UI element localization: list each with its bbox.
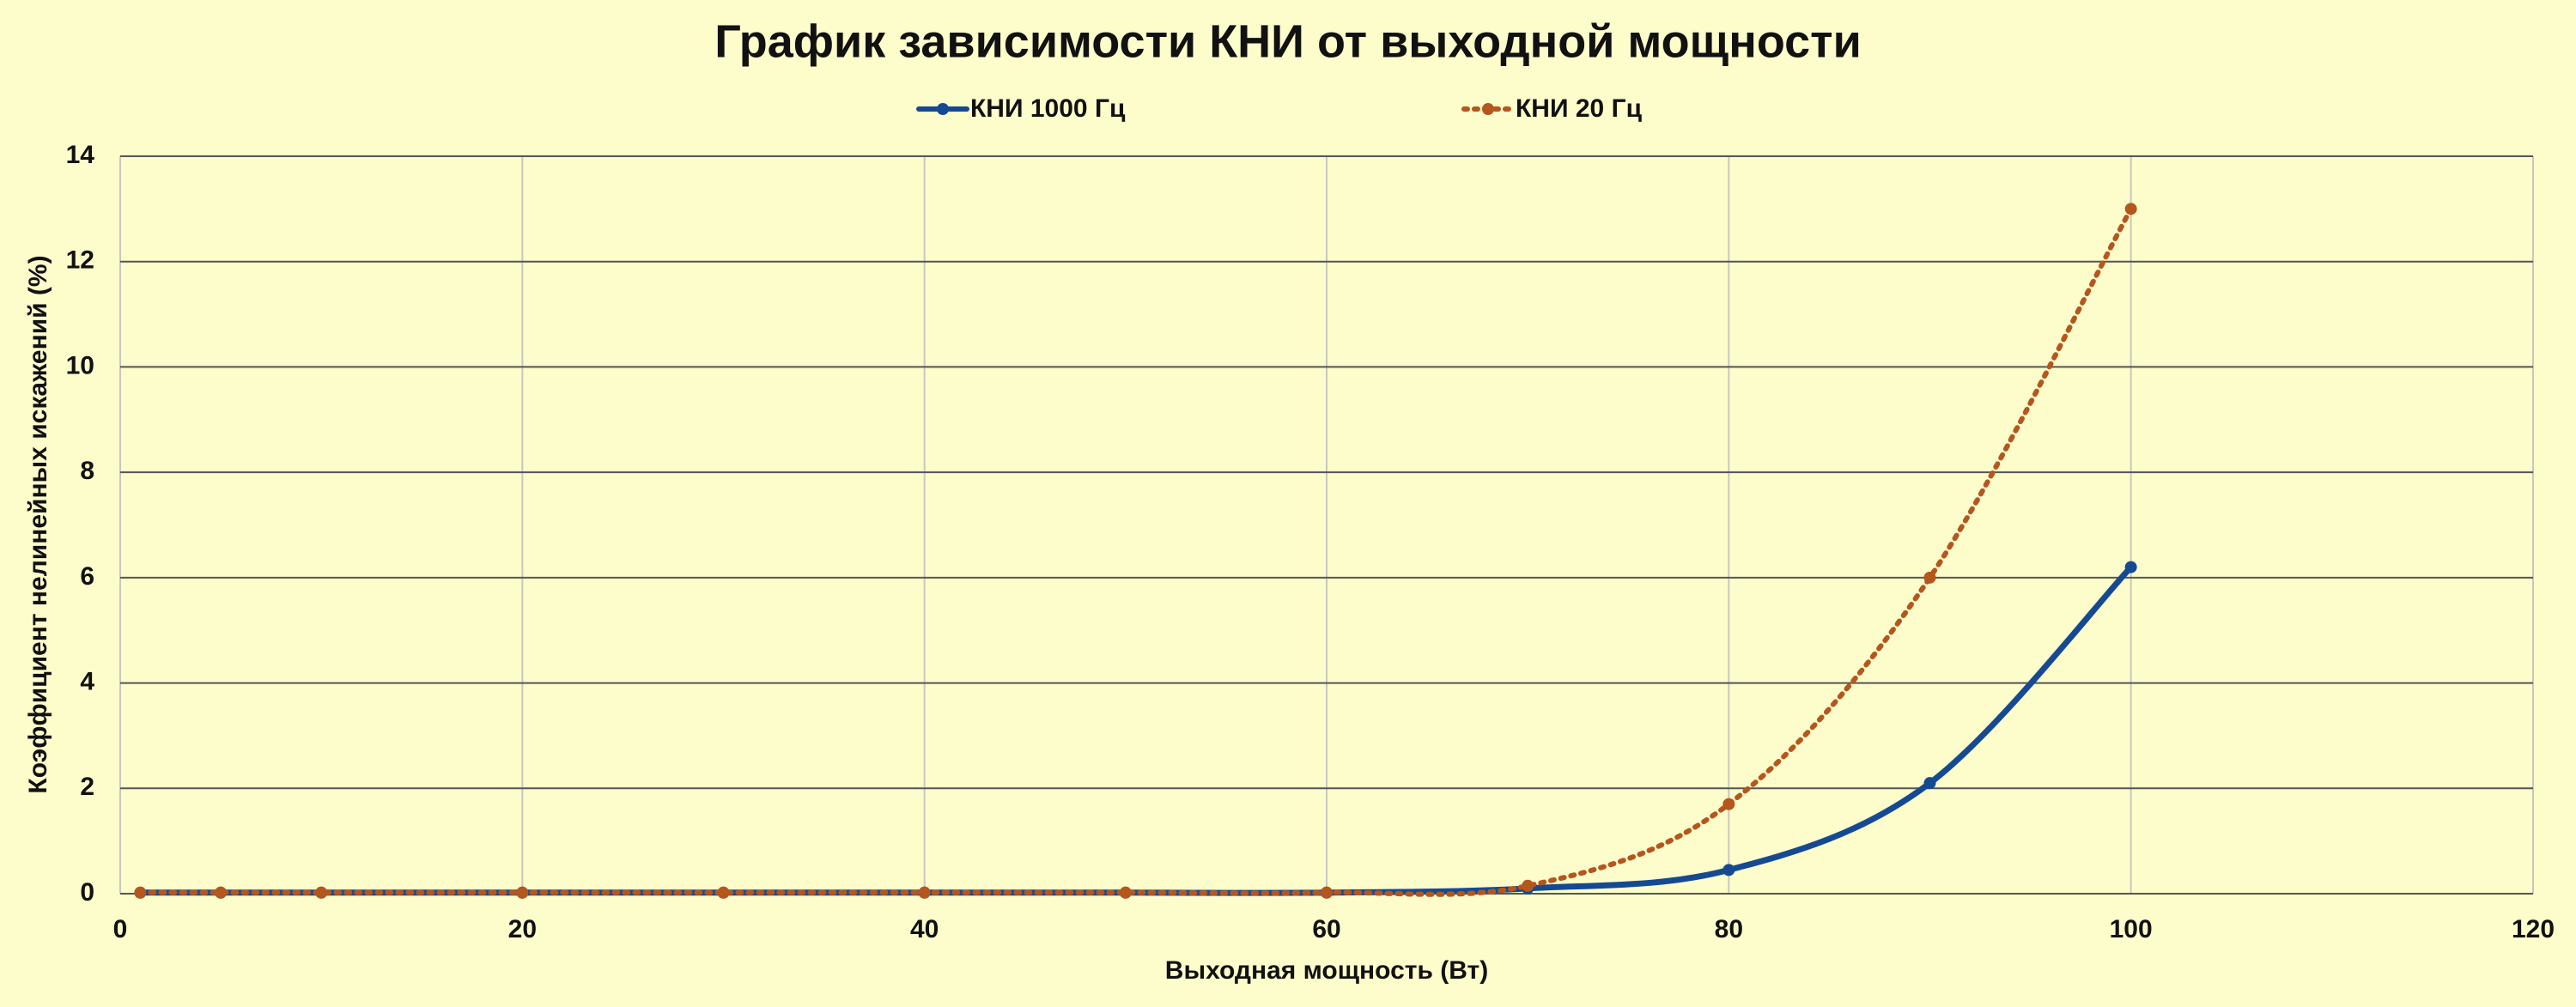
x-tick-label: 100 [2110, 915, 2153, 943]
y-tick-label: 0 [80, 878, 94, 907]
chart-title: График зависимости КНИ от выходной мощно… [714, 15, 1862, 67]
x-tick-label: 20 [508, 915, 537, 943]
data-point [1119, 886, 1132, 899]
x-axis-label: Выходная мощность (Вт) [1165, 956, 1488, 985]
legend-label: КНИ 1000 Гц [970, 94, 1126, 123]
x-tick-label: 80 [1715, 915, 1743, 943]
data-point [134, 886, 147, 899]
data-point [1722, 798, 1735, 810]
x-tick-label: 60 [1312, 915, 1340, 943]
y-axis-label: Коэффициент нелинейных искажений (%) [24, 255, 52, 793]
data-point [918, 886, 931, 899]
series-line [137, 206, 2134, 897]
y-tick-label: 14 [66, 141, 95, 169]
data-point [1522, 879, 1534, 892]
legend-marker [937, 103, 949, 115]
y-tick-label: 2 [80, 773, 94, 801]
data-point [1923, 777, 1936, 790]
data-point [1722, 864, 1735, 877]
y-tick-label: 4 [80, 667, 94, 695]
y-tick-label: 10 [66, 351, 94, 379]
x-tick-label: 0 [113, 915, 128, 943]
legend-marker [1482, 103, 1494, 115]
data-point [717, 886, 730, 899]
data-point [315, 886, 328, 899]
data-point [2124, 203, 2137, 215]
data-point [2124, 561, 2137, 573]
data-point [1923, 571, 1936, 584]
y-tick-label: 8 [80, 457, 94, 485]
data-point [1321, 886, 1333, 899]
x-tick-label: 40 [910, 915, 939, 943]
data-point [215, 886, 228, 899]
y-tick-label: 6 [80, 562, 94, 591]
x-tick-label: 120 [2512, 915, 2555, 943]
data-point [516, 886, 529, 899]
legend-label: КНИ 20 Гц [1516, 94, 1643, 123]
y-tick-label: 12 [66, 246, 94, 275]
